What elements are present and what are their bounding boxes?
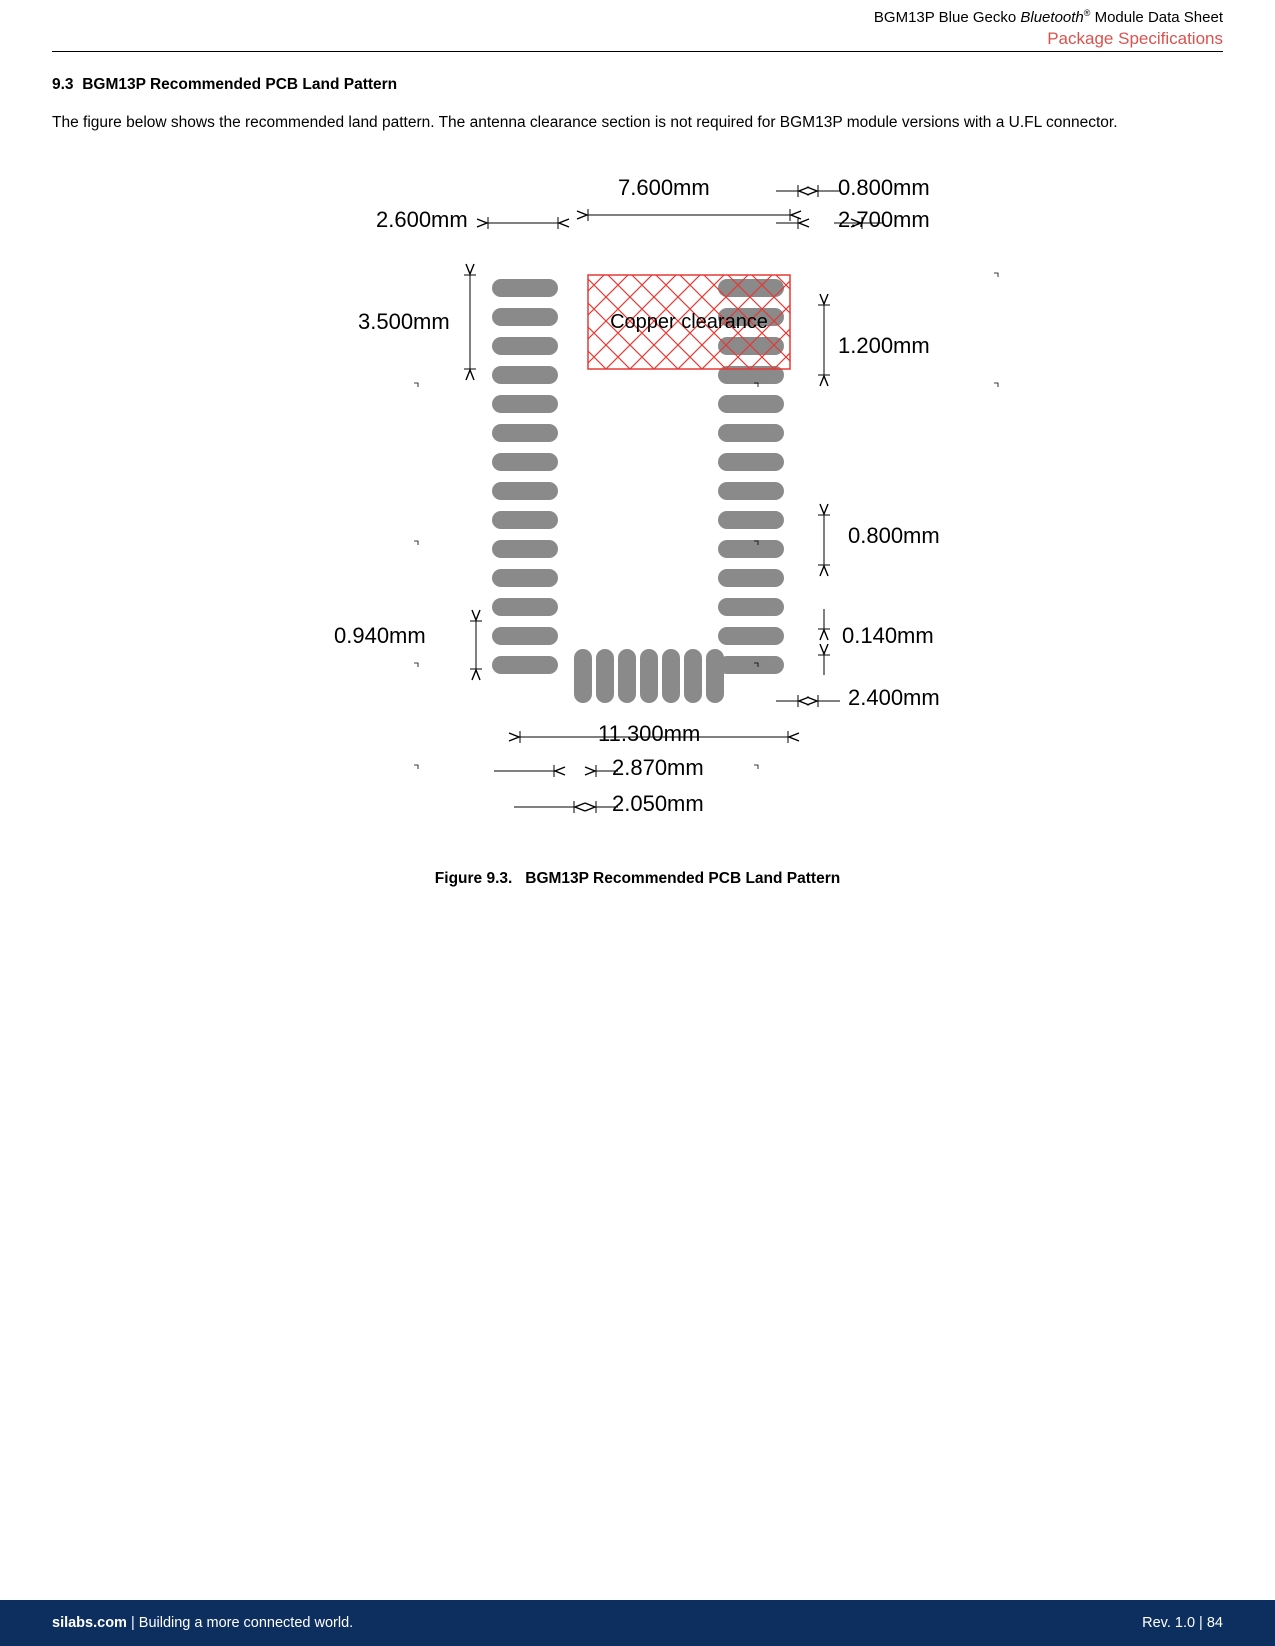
svg-text:0.940mm: 0.940mm bbox=[334, 623, 426, 648]
svg-text:0.140mm: 0.140mm bbox=[842, 623, 934, 648]
section-breadcrumb: Package Specifications bbox=[874, 28, 1223, 50]
figure-container: Copper clearance 2.600mm 7.600mm 0.800mm 2.7… bbox=[0, 165, 1275, 865]
svg-text:2.050mm: 2.050mm bbox=[612, 791, 704, 816]
svg-text:11.300mm: 11.300mm bbox=[598, 721, 700, 746]
doc-title: BGM13P Blue Gecko Bluetooth® Module Data… bbox=[874, 8, 1223, 28]
section-body: The figure below shows the recommended l… bbox=[52, 113, 1223, 134]
datasheet-page: BGM13P Blue Gecko Bluetooth® Module Data… bbox=[0, 0, 1275, 1646]
land-pattern-diagram: Copper clearance 2.600mm 7.600mm 0.800mm 2.7… bbox=[258, 165, 1018, 825]
figure-caption: Figure 9.3. BGM13P Recommended PCB Land … bbox=[0, 870, 1275, 888]
svg-text:0.800mm: 0.800mm bbox=[838, 175, 930, 200]
svg-text:2.870mm: 2.870mm bbox=[612, 755, 704, 780]
svg-text:1.200mm: 1.200mm bbox=[838, 333, 930, 358]
svg-text:2.700mm: 2.700mm bbox=[838, 207, 930, 232]
svg-text:2.600mm: 2.600mm bbox=[376, 207, 468, 232]
figure-number: Figure 9.3. bbox=[435, 870, 513, 887]
svg-text:3.500mm: 3.500mm bbox=[358, 309, 450, 334]
footer-left: silabs.com | Building a more connected w… bbox=[52, 1615, 353, 1631]
svg-text:Copper clearance: Copper clearance bbox=[610, 311, 768, 333]
doc-title-suffix: Module Data Sheet bbox=[1090, 9, 1223, 26]
doc-title-prefix: BGM13P Blue Gecko bbox=[874, 9, 1020, 26]
section-number: 9.3 bbox=[52, 76, 74, 93]
page-header: BGM13P Blue Gecko Bluetooth® Module Data… bbox=[874, 8, 1223, 50]
footer-rev-page: Rev. 1.0 | 84 bbox=[1142, 1615, 1223, 1631]
footer-domain: silabs.com bbox=[52, 1615, 127, 1631]
page-footer: silabs.com | Building a more connected w… bbox=[0, 1600, 1275, 1646]
section-name: BGM13P Recommended PCB Land Pattern bbox=[82, 76, 397, 93]
header-rule bbox=[52, 51, 1223, 52]
figure-title: BGM13P Recommended PCB Land Pattern bbox=[525, 870, 840, 887]
svg-text:0.800mm: 0.800mm bbox=[848, 523, 940, 548]
svg-text:7.600mm: 7.600mm bbox=[618, 175, 710, 200]
section-heading: 9.3 BGM13P Recommended PCB Land Pattern bbox=[52, 76, 397, 94]
svg-text:2.400mm: 2.400mm bbox=[848, 685, 940, 710]
doc-title-italic: Bluetooth bbox=[1020, 9, 1083, 26]
footer-tagline: | Building a more connected world. bbox=[127, 1615, 353, 1631]
